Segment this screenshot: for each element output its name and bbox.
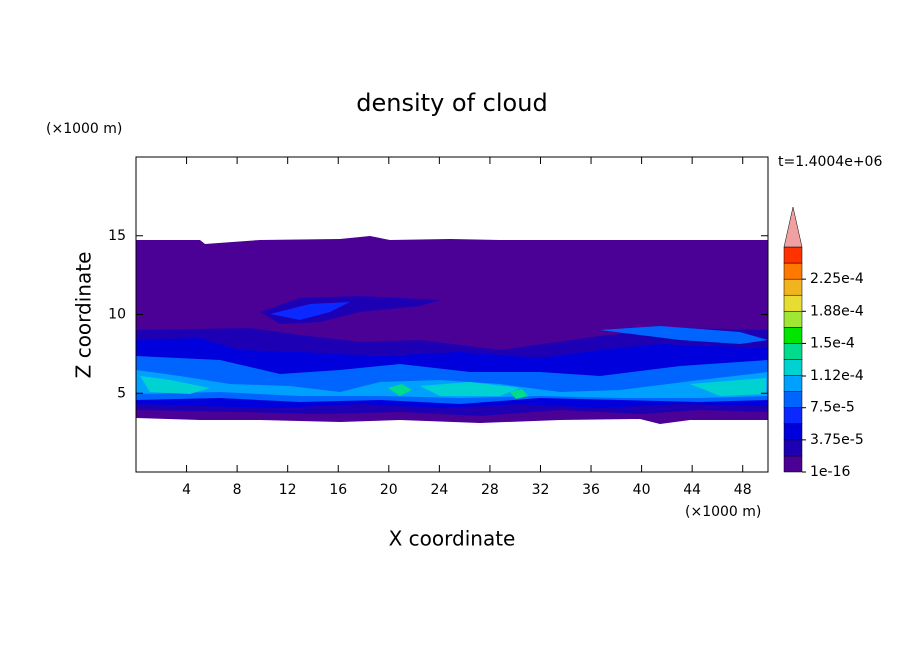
colorbar-label: 1.88e-4	[810, 303, 864, 319]
colorbar-label: 2.25e-4	[810, 271, 864, 287]
chart-title: density of cloud	[356, 89, 547, 117]
colorbar-box	[783, 359, 803, 376]
colorbar-label: 1.5e-4	[810, 335, 855, 351]
colorbar-box	[783, 311, 803, 328]
colorbar-box	[783, 439, 803, 457]
x-tick-label: 12	[279, 482, 297, 498]
x-tick-label: 44	[683, 482, 701, 498]
x-tick-label: 16	[329, 482, 347, 498]
colorbar-box	[783, 423, 803, 441]
colorbar-box	[783, 262, 803, 280]
colorbar-label: 7.5e-5	[810, 400, 855, 416]
time-label: t=1.4004e+06	[778, 154, 882, 170]
x-tick-label: 36	[582, 482, 600, 498]
colorbar-box	[783, 246, 803, 264]
x-tick-label: 4	[182, 482, 191, 498]
colorbar-box	[783, 278, 803, 296]
colorbar-label: 1.12e-4	[810, 368, 864, 384]
contour-field	[136, 236, 768, 424]
x-tick-label: 24	[430, 482, 448, 498]
x-axis-label: X coordinate	[389, 527, 516, 551]
y-tick-label: 15	[108, 228, 126, 244]
colorbar-box	[783, 407, 803, 425]
colorbar-box	[783, 327, 803, 344]
colorbar-label: 1e-16	[810, 464, 850, 480]
colorbar-box	[783, 375, 803, 392]
y-axis-label: Z coordinate	[72, 252, 96, 379]
colorbar-over	[783, 206, 803, 248]
x-tick-label: 8	[233, 482, 242, 498]
colorbar-label: 3.75e-5	[810, 432, 864, 448]
y-tick-label: 10	[108, 307, 126, 323]
y-tick-label: 5	[117, 385, 126, 401]
x-tick-label: 32	[532, 482, 550, 498]
y-unit: (×1000 m)	[46, 121, 122, 137]
x-tick-label: 28	[481, 482, 499, 498]
x-tick-label: 40	[633, 482, 651, 498]
colorbar-box	[783, 455, 803, 473]
colorbar-box	[783, 294, 803, 312]
colorbar-box	[783, 391, 803, 408]
x-tick-label: 20	[380, 482, 398, 498]
colorbar-box	[783, 343, 803, 360]
x-tick-label: 48	[734, 482, 752, 498]
x-unit: (×1000 m)	[685, 504, 761, 520]
